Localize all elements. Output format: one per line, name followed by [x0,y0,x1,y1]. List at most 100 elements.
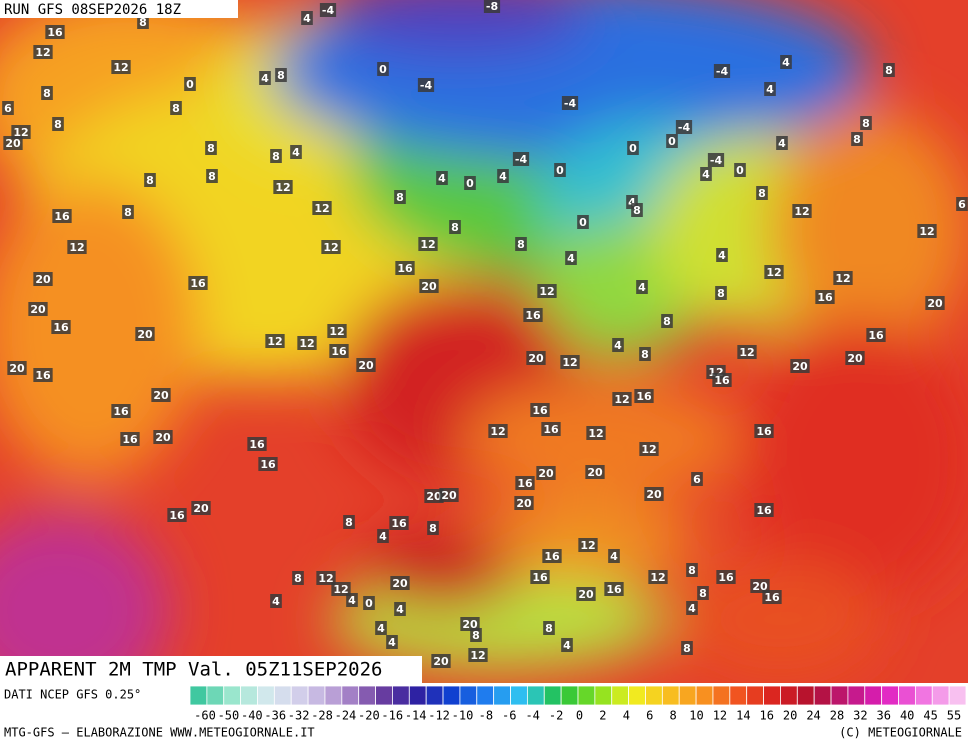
label-value: 8 [208,170,216,183]
label-box [137,15,149,29]
label-value: 8 [451,221,459,234]
map-label: 4 [716,248,728,262]
map-label: 12 [67,240,87,254]
label-box [639,347,651,361]
label-box [319,3,337,17]
scale-label: 12 [713,709,727,723]
color-scale: -60 -50 -40 -36 -32 -28 -24 -20 -16 -14 -12 -10 -8 -6… [189,685,967,723]
label-box [561,638,573,652]
label-value: 16 [868,329,884,342]
scale-swatch [931,685,950,706]
label-box [639,442,659,456]
label-box [111,404,131,418]
label-box [417,78,435,92]
label-value: 0 [379,63,387,76]
scale-label: -40 [241,709,263,723]
label-box [851,132,863,146]
map-label: 8 [515,237,527,251]
map-label: 16 [329,344,349,358]
label-box [292,571,304,585]
map-label: 12 [316,571,336,585]
label-value: 12 [614,393,629,406]
map-label: 20 [151,388,171,402]
label-value: 20 [538,467,554,480]
label-value: 4 [377,622,385,635]
scale-label: -32 [288,709,310,723]
label-box [514,496,534,510]
map-label: 8 [275,68,287,82]
map-label: -4 [707,153,725,167]
label-value: 16 [35,369,51,382]
map-label: 0 [577,215,589,229]
map-label: 4 [561,638,573,652]
map-label: 4 [394,602,406,616]
map-label: 12 [612,392,632,406]
label-value: 8 [43,87,51,100]
label-box [258,457,278,471]
label-box [648,570,668,584]
label-box [460,617,480,631]
label-value: 4 [379,530,387,543]
label-value: 16 [260,458,276,471]
map-label: 12 [639,442,659,456]
label-value: 4 [782,56,790,69]
scale-swatch [240,685,258,706]
label-box [436,171,448,185]
map-label: 20 [390,576,410,590]
label-value: 4 [303,12,311,25]
map-label: 12 [917,224,937,238]
map-label: 4 [386,635,398,649]
map-label: 4 [436,171,448,185]
scale-label: 45 [923,709,937,723]
label-box [247,437,267,451]
map-label: 8 [661,314,673,328]
map-label: -4 [417,78,435,92]
label-box [585,465,605,479]
scale-swatch [914,685,933,706]
scale-swatch [796,685,815,706]
label-value: 16 [249,438,265,451]
label-value: 8 [272,150,280,163]
map-label: 20 [585,465,605,479]
label-value: 4 [638,281,646,294]
label-value: 4 [396,603,404,616]
map-label: 0 [734,163,746,177]
label-value: 4 [628,196,636,209]
label-box [52,209,72,223]
label-value: 20 [193,502,209,515]
label-box [530,403,550,417]
label-value: 20 [462,618,478,631]
label-value: 20 [927,297,943,310]
map-label: 8 [851,132,863,146]
label-value: 16 [122,433,138,446]
map-label: 12 [331,582,351,596]
label-box [265,334,285,348]
label-box [329,344,349,358]
label-box [691,472,703,486]
map-label: 20 [536,466,556,480]
label-value: 16 [606,583,622,596]
label-box [33,45,53,59]
label-box [790,359,810,373]
label-box [394,602,406,616]
label-box [343,515,355,529]
map-label: 20 [3,136,23,150]
map-label: 12 [468,648,488,662]
label-box [956,197,968,211]
label-value: 4 [614,339,622,352]
map-label: 16 [33,368,53,382]
scale-swatch [881,685,899,706]
label-value: 20 [516,497,532,510]
label-value: 6 [4,102,12,115]
label-box [497,169,509,183]
label-box [316,571,336,585]
label-box [184,77,196,91]
label-value: 20 [646,488,662,501]
map-label: 20 [439,488,459,502]
label-value: 20 [392,577,408,590]
map-label: 12 [586,426,606,440]
label-value: 8 [207,142,215,155]
map-label: 12 [297,336,317,350]
map-label: 6 [956,197,968,211]
label-value: 8 [172,102,180,115]
